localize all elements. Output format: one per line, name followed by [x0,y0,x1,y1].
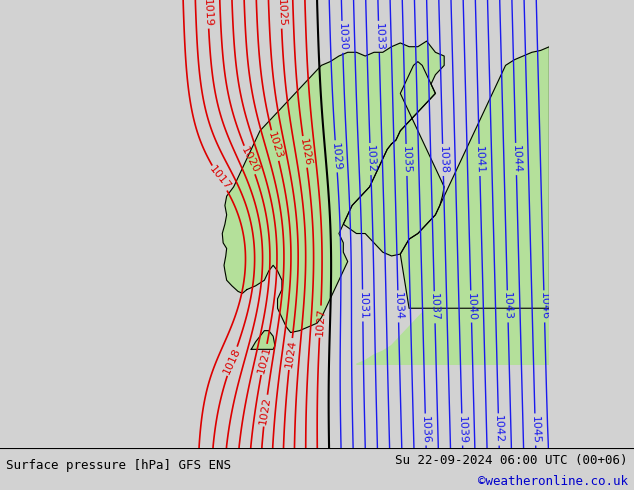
Text: 1034: 1034 [392,292,404,320]
Text: 1024: 1024 [283,339,297,368]
Text: 1023: 1023 [266,131,284,161]
Text: 1043: 1043 [502,292,513,320]
Text: 1037: 1037 [429,293,440,321]
Text: Surface pressure [hPa] GFS ENS: Surface pressure [hPa] GFS ENS [6,459,231,471]
Text: 1044: 1044 [510,145,522,173]
Polygon shape [400,47,550,308]
Text: 1046: 1046 [539,292,550,320]
Text: 1030: 1030 [337,23,348,51]
Text: 1040: 1040 [465,292,477,321]
Text: 1029: 1029 [330,142,342,171]
Polygon shape [356,290,550,364]
Text: 1042: 1042 [493,415,504,444]
Text: 1025: 1025 [275,0,287,27]
Text: 1026: 1026 [297,137,313,167]
Text: Su 22-09-2024 06:00 UTC (00+06): Su 22-09-2024 06:00 UTC (00+06) [395,454,628,467]
Text: 1018: 1018 [222,346,243,376]
Text: 1032: 1032 [365,145,376,173]
Text: 1036: 1036 [420,416,431,443]
Polygon shape [343,62,444,256]
Text: 1038: 1038 [437,146,448,174]
Polygon shape [251,331,275,349]
Text: 1041: 1041 [474,146,485,174]
Text: 1020: 1020 [239,145,261,175]
Text: 1027: 1027 [314,307,326,336]
Text: 1017: 1017 [207,164,233,192]
Text: 1035: 1035 [401,146,412,174]
Text: ©weatheronline.co.uk: ©weatheronline.co.uk [477,475,628,488]
Text: 1021: 1021 [256,344,273,374]
Text: 1031: 1031 [358,292,368,319]
Text: 1022: 1022 [258,396,273,425]
Text: 1045: 1045 [530,415,541,444]
Polygon shape [223,41,444,333]
Text: 1019: 1019 [202,0,214,27]
Text: 1033: 1033 [373,23,384,51]
Text: 1039: 1039 [456,415,468,444]
